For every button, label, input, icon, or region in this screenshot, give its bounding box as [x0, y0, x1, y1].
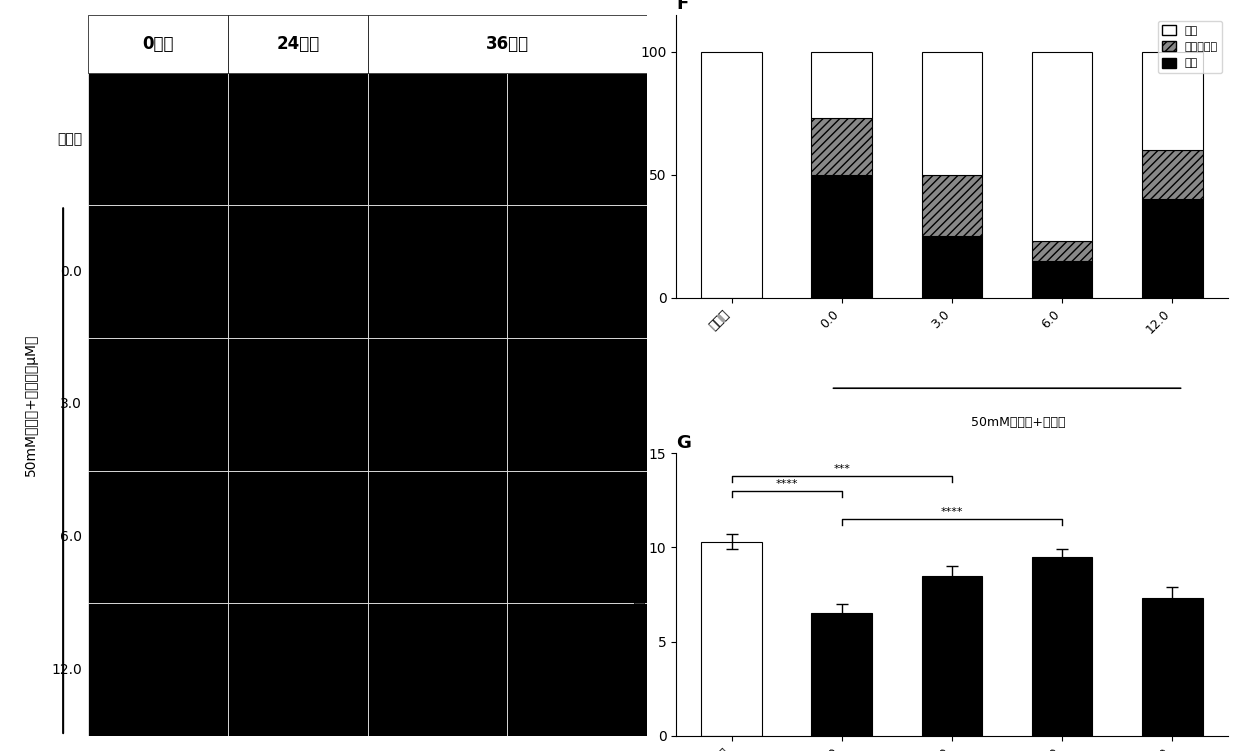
Bar — [507, 471, 646, 603]
Bar — [228, 15, 367, 73]
Text: 3.0: 3.0 — [61, 397, 82, 412]
Bar — [921, 175, 982, 237]
Bar — [228, 338, 367, 471]
Bar — [228, 205, 367, 338]
Bar — [88, 205, 228, 338]
Bar — [367, 15, 646, 73]
Bar — [921, 576, 982, 736]
Text: 50mM葡萄糖+黄芩苷（μM）: 50mM葡萄糖+黄芩苷（μM） — [25, 333, 38, 475]
Text: 对照组: 对照组 — [57, 132, 82, 146]
Text: 24小时: 24小时 — [277, 35, 320, 53]
Bar — [507, 603, 646, 736]
Bar — [507, 73, 646, 205]
Bar — [1142, 150, 1203, 200]
Bar — [1032, 52, 1092, 241]
Bar — [1142, 52, 1203, 150]
Bar — [507, 338, 646, 471]
Text: 6.0: 6.0 — [61, 530, 82, 544]
Y-axis label: 体节对数: 体节对数 — [634, 580, 646, 610]
Bar — [1032, 261, 1092, 297]
Text: 0小时: 0小时 — [143, 35, 174, 53]
Y-axis label: 神经管缺陷发生率（％）: 神经管缺陷发生率（％） — [624, 115, 637, 198]
Text: ****: **** — [775, 479, 797, 489]
Text: F: F — [676, 0, 688, 14]
Text: 0.0: 0.0 — [61, 264, 82, 279]
Bar — [1032, 557, 1092, 736]
Bar — [367, 338, 507, 471]
Bar — [1142, 599, 1203, 736]
Bar — [1142, 200, 1203, 297]
Bar — [88, 471, 228, 603]
Bar — [367, 73, 507, 205]
Bar — [1032, 241, 1092, 261]
Bar — [88, 73, 228, 205]
Bar — [88, 15, 228, 73]
Bar — [811, 175, 872, 297]
Bar — [228, 603, 367, 736]
Text: （μM）: （μM） — [1001, 454, 1035, 466]
Text: ****: **** — [941, 508, 963, 517]
Bar — [367, 205, 507, 338]
Bar — [367, 603, 507, 736]
Bar — [811, 118, 872, 175]
Legend: 正常, 神经管缺陷, 死亡: 正常, 神经管缺陷, 死亡 — [1158, 20, 1223, 73]
Bar — [228, 73, 367, 205]
Bar — [921, 237, 982, 297]
Text: G: G — [676, 433, 691, 451]
Bar — [702, 541, 761, 736]
Bar — [507, 205, 646, 338]
Bar — [88, 603, 228, 736]
Text: 50mM葡萄糖+黄芩苷: 50mM葡萄糖+黄芩苷 — [971, 417, 1065, 430]
Bar — [921, 52, 982, 175]
Bar — [88, 338, 228, 471]
Bar — [702, 52, 761, 297]
Bar — [228, 471, 367, 603]
Text: 36小时: 36小时 — [486, 35, 528, 53]
Text: ***: *** — [833, 464, 851, 474]
Bar — [811, 614, 872, 736]
Bar — [367, 471, 507, 603]
Bar — [811, 52, 872, 118]
Text: 12.0: 12.0 — [51, 662, 82, 677]
